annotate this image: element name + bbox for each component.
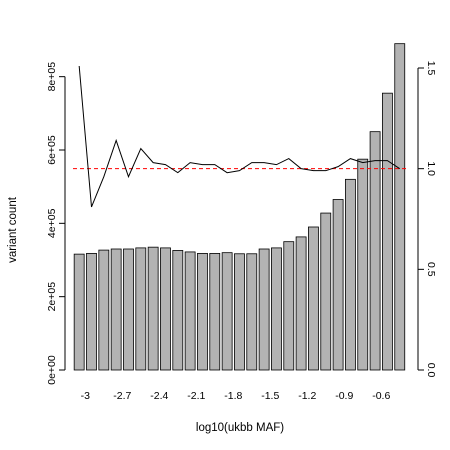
bar [295, 236, 307, 371]
bar [332, 199, 344, 371]
x-tick-label: -0.6 [372, 390, 390, 402]
bar [382, 92, 393, 371]
bar [369, 131, 381, 371]
bar [234, 253, 245, 371]
left-tick-label: 8e+05 [46, 62, 58, 92]
x-axis-title: log10(ukbb MAF) [196, 422, 284, 434]
y-axis-title: variant count [7, 196, 19, 263]
left-tick-label: 0e+00 [46, 355, 58, 385]
bar [283, 241, 295, 371]
bar [172, 250, 184, 371]
bar [160, 247, 171, 371]
bar [135, 247, 147, 371]
right-y-axis: 0.0 0.5 1.0 1.5 [417, 61, 437, 378]
bar [110, 248, 122, 371]
left-y-axis: 0e+00 2e+05 4e+05 6e+05 8e+05 [46, 62, 66, 385]
bar [86, 252, 97, 371]
right-tick-label: 1.5 [425, 61, 437, 76]
bar [73, 253, 85, 371]
x-tick-label: -2.7 [113, 390, 131, 402]
x-tick-label: -0.9 [335, 390, 353, 402]
bar [98, 249, 110, 371]
plot-area [73, 43, 406, 371]
right-tick-label: 0.5 [425, 262, 437, 277]
x-tick-label: -1.8 [224, 390, 242, 402]
x-tick-label: -2.1 [187, 390, 205, 402]
ratio-line [78, 65, 401, 208]
x-tick-label: -1.2 [298, 390, 316, 402]
bar [258, 248, 270, 371]
right-tick-label: 0.0 [425, 363, 437, 378]
left-tick-label: 2e+05 [46, 282, 58, 312]
bar [209, 252, 221, 371]
x-tick-label: -3 [81, 390, 90, 402]
bar [345, 178, 356, 371]
bar [123, 248, 134, 371]
bar-series [73, 43, 406, 371]
bar [320, 212, 332, 371]
bar [308, 226, 319, 371]
right-tick-label: 1.0 [425, 161, 437, 176]
x-tick-label: -2.4 [150, 390, 168, 402]
bar [246, 253, 258, 371]
left-tick-label: 6e+05 [46, 135, 58, 165]
bar [197, 252, 208, 371]
bar [184, 251, 196, 371]
bar [357, 158, 369, 371]
x-tick-label: -1.5 [261, 390, 279, 402]
bar [147, 246, 159, 371]
left-tick-label: 4e+05 [46, 208, 58, 238]
bar [271, 247, 282, 371]
bar [221, 252, 233, 371]
x-axis: -3 -2.7 -2.4 -2.1 -1.8 -1.5 -1.2 -0.9 -0.6 [81, 390, 391, 402]
bar [394, 43, 406, 371]
